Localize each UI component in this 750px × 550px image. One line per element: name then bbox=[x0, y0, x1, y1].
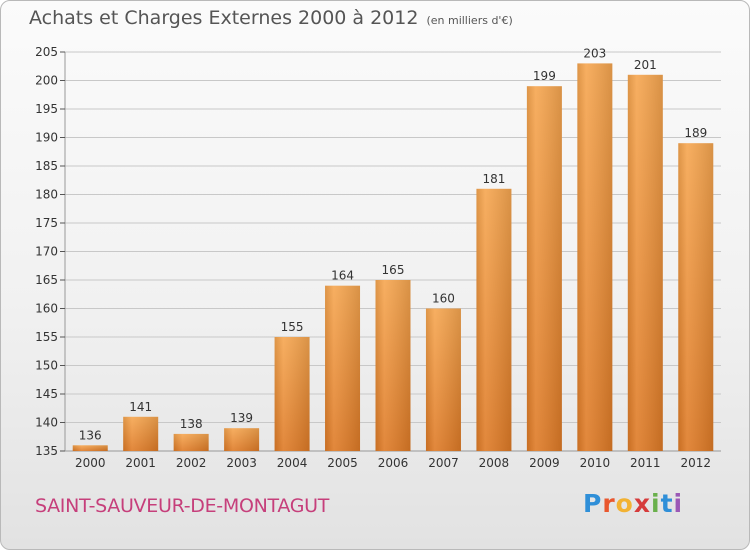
data-label: 155 bbox=[281, 320, 304, 334]
x-tick-label: 2000 bbox=[75, 456, 106, 470]
bar-shade bbox=[224, 428, 260, 451]
data-label: 201 bbox=[634, 58, 657, 72]
y-tick-label: 160 bbox=[35, 302, 58, 316]
chart-subtitle: (en milliers d'€) bbox=[426, 14, 513, 27]
bar-shade bbox=[173, 433, 209, 451]
y-tick-label: 195 bbox=[35, 102, 58, 116]
bar-shade bbox=[274, 337, 310, 451]
x-tick-label: 2001 bbox=[125, 456, 156, 470]
bar-shade bbox=[627, 74, 663, 452]
logo-letter: i bbox=[651, 489, 661, 518]
x-axis-ticks: 2000 2001 2002 2003 2004 2005 2006 2007 2008 2009… bbox=[75, 456, 711, 470]
y-tick-label: 150 bbox=[35, 359, 58, 373]
data-label: 181 bbox=[482, 172, 505, 186]
bar-shade bbox=[325, 285, 361, 451]
x-tick-label: 2003 bbox=[226, 456, 257, 470]
bars bbox=[72, 63, 714, 452]
data-label: 141 bbox=[129, 400, 152, 414]
logo-letter: i bbox=[673, 489, 684, 518]
data-label: 165 bbox=[382, 263, 405, 277]
x-tick-label: 2007 bbox=[428, 456, 459, 470]
data-label: 199 bbox=[533, 69, 556, 83]
y-axis-ticks: 135 140 145 150 155 160 165 170 175 180 185 190 195 2… bbox=[35, 45, 65, 458]
logo-letter: t bbox=[660, 489, 674, 518]
data-label: 189 bbox=[684, 126, 707, 140]
bar-shade bbox=[577, 63, 613, 452]
bar-shade bbox=[123, 416, 159, 451]
x-tick-label: 2004 bbox=[277, 456, 308, 470]
data-label: 203 bbox=[583, 46, 606, 60]
y-tick-label: 165 bbox=[35, 273, 58, 287]
chart-title-block: Achats et Charges Externes 2000 à 2012 (e… bbox=[29, 7, 513, 29]
y-tick-label: 170 bbox=[35, 245, 58, 259]
bar-shade bbox=[678, 143, 714, 451]
y-tick-label: 140 bbox=[35, 416, 58, 430]
x-tick-label: 2012 bbox=[680, 456, 711, 470]
data-label: 138 bbox=[180, 417, 203, 431]
y-tick-label: 155 bbox=[35, 330, 58, 344]
bar-shade bbox=[476, 188, 512, 452]
x-tick-label: 2008 bbox=[479, 456, 510, 470]
logo-letter: o bbox=[615, 489, 634, 518]
data-label: 139 bbox=[230, 411, 253, 425]
y-tick-label: 175 bbox=[35, 216, 58, 230]
y-tick-label: 180 bbox=[35, 188, 58, 202]
y-tick-label: 185 bbox=[35, 159, 58, 173]
y-tick-label: 145 bbox=[35, 387, 58, 401]
data-label: 160 bbox=[432, 292, 455, 306]
x-tick-label: 2009 bbox=[529, 456, 560, 470]
y-tick-label: 190 bbox=[35, 131, 58, 145]
bar-shade bbox=[72, 445, 108, 451]
proxiti-logo[interactable]: Proxiti bbox=[583, 489, 683, 518]
chart-title: Achats et Charges Externes 2000 à 2012 bbox=[29, 7, 419, 29]
y-tick-label: 200 bbox=[35, 74, 58, 88]
x-tick-label: 2002 bbox=[176, 456, 207, 470]
x-tick-label: 2010 bbox=[580, 456, 611, 470]
bar-shade bbox=[425, 308, 461, 451]
data-label: 136 bbox=[79, 428, 102, 442]
bar-shade bbox=[375, 280, 411, 451]
x-tick-label: 2006 bbox=[378, 456, 409, 470]
x-tick-label: 2011 bbox=[630, 456, 661, 470]
y-tick-label: 205 bbox=[35, 45, 58, 59]
y-tick-label: 135 bbox=[35, 444, 58, 458]
logo-letter: r bbox=[602, 489, 616, 518]
commune-name: SAINT-SAUVEUR-DE-MONTAGUT bbox=[35, 495, 330, 517]
logo-letter: P bbox=[583, 489, 603, 518]
x-tick-label: 2005 bbox=[327, 456, 358, 470]
data-label: 164 bbox=[331, 269, 354, 283]
bar-shade bbox=[526, 86, 562, 451]
logo-letter: x bbox=[633, 489, 651, 518]
data-labels: 136 141 138 139 155 164 165 160 181 199 203 201 189 bbox=[79, 46, 707, 442]
